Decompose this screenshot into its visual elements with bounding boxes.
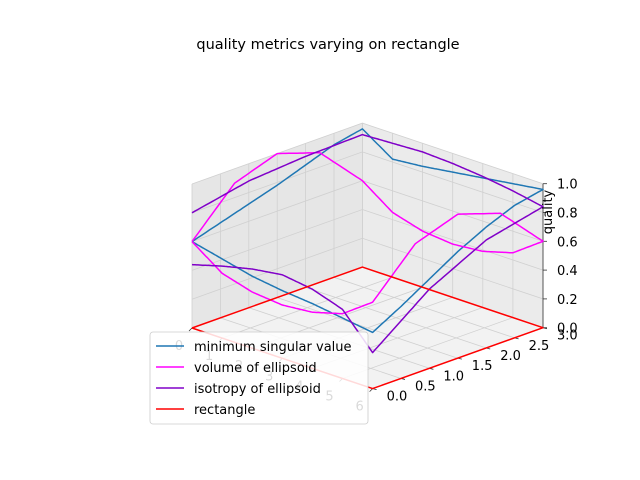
z-axis-label: quality [541, 189, 556, 234]
z-tick-label: 1.0 [557, 178, 578, 193]
y-tick-label: 1.5 [472, 359, 493, 374]
z-tick-label: 0.6 [557, 235, 578, 250]
y-tick-label: 0.5 [415, 380, 436, 395]
legend-label: rectangle [194, 403, 255, 418]
legend-label: minimum singular value [194, 340, 352, 355]
legend: minimum singular value volume of ellipsoi… [149, 331, 369, 425]
gridline-z [191, 209, 544, 271]
y-tick-label: 1.0 [443, 369, 464, 384]
legend-label: isotropy of ellipsoid [194, 382, 321, 397]
chart-title: quality metrics varying on rectangle [196, 37, 459, 53]
y-tick-label: 0.0 [387, 390, 408, 405]
x-tick [188, 327, 193, 332]
series-line-0 [191, 128, 544, 334]
gridline-z [191, 151, 544, 214]
y-tick-label: 3.0 [557, 329, 578, 344]
legend-label: volume of ellipsoid [194, 361, 317, 376]
series-line-1 [191, 151, 544, 315]
z-tick-label: 0.4 [557, 264, 578, 279]
y-tick-label: 2.5 [529, 339, 550, 354]
z-tick-label: 0.0 [557, 322, 578, 337]
series-line-2 [191, 133, 544, 354]
gridline-z [191, 237, 544, 300]
z-tick-label: 0.8 [557, 207, 578, 222]
y-tick-label: 2.0 [500, 349, 521, 364]
gridline-z [191, 122, 544, 185]
z-tick-label: 0.2 [557, 293, 578, 308]
legend-box [149, 331, 369, 425]
